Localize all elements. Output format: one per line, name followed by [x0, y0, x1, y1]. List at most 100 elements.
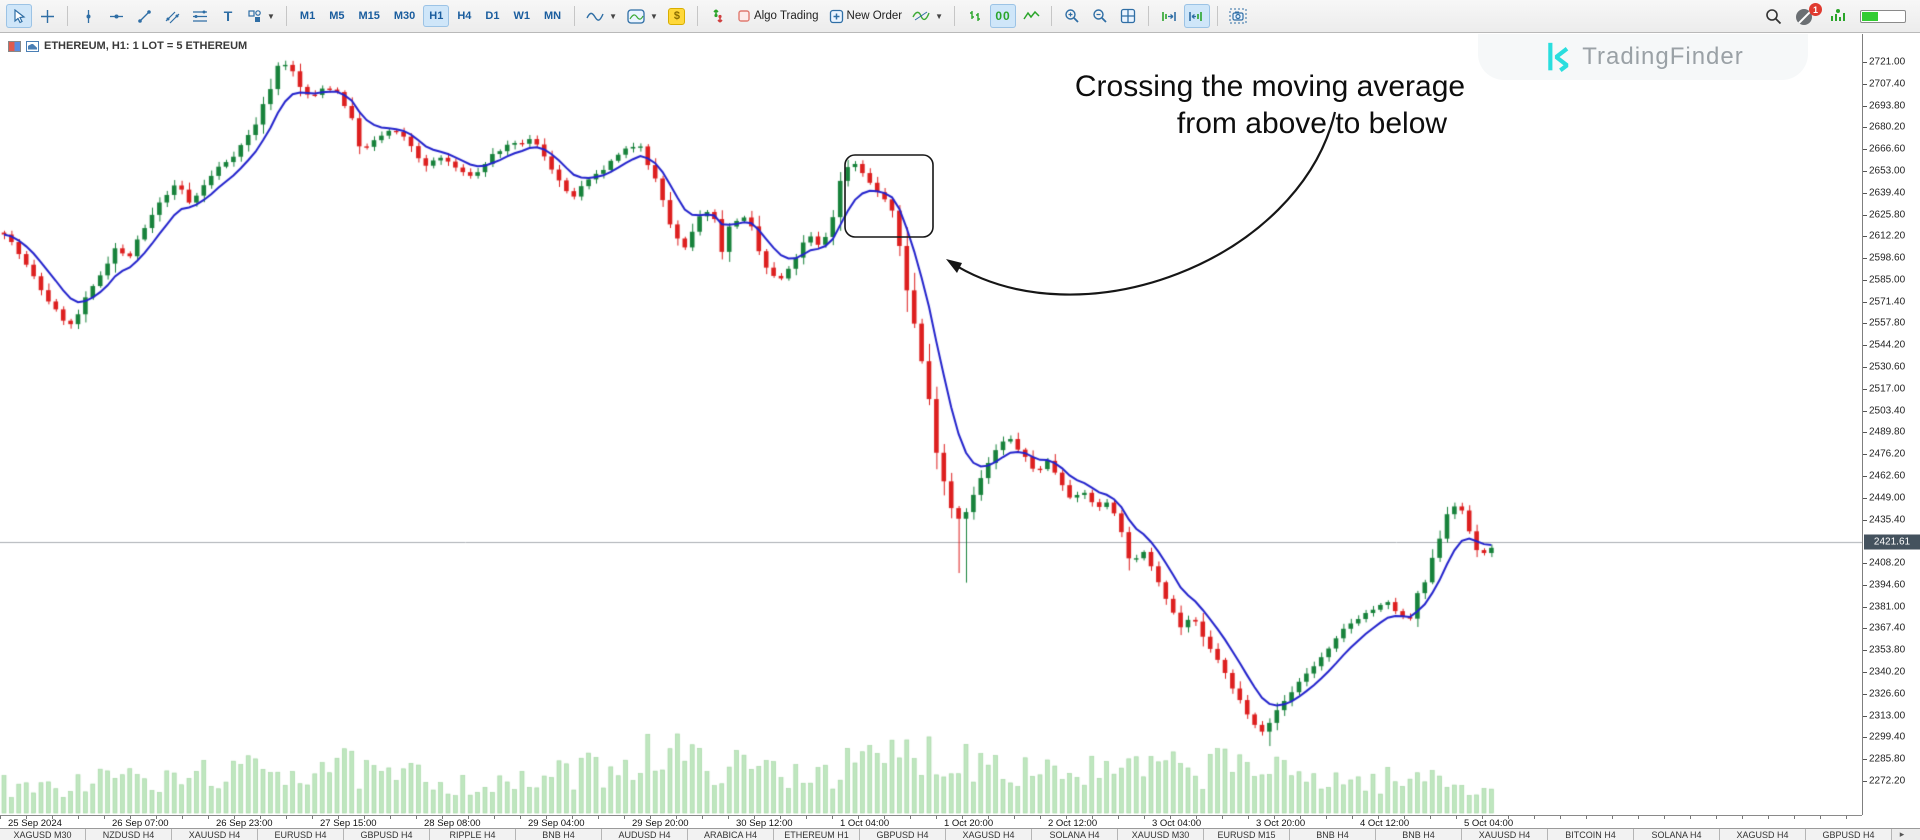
- time-axis-label: 27 Sep 15:00: [320, 818, 377, 829]
- price-axis-tick: [1863, 454, 1867, 456]
- fibonacci-tool-button[interactable]: [187, 4, 213, 28]
- symbol-tab[interactable]: SOLANA H4: [1634, 829, 1720, 840]
- price-axis-label: 2285.80: [1869, 753, 1906, 765]
- crosshair-tool-button[interactable]: [34, 4, 60, 28]
- price-axis-tick: [1863, 650, 1867, 652]
- annotation-line2: from above to below: [1176, 107, 1448, 140]
- channel-icon: [165, 11, 179, 23]
- price-axis-tick: [1863, 367, 1867, 369]
- algo-trading-icon: [738, 10, 750, 22]
- indicator-wave-button[interactable]: ▼: [908, 4, 947, 28]
- price-axis-tick: [1863, 214, 1867, 216]
- symbol-tab[interactable]: XAGUSD M30: [0, 829, 86, 840]
- wave-icon: [912, 11, 930, 21]
- time-axis[interactable]: 25 Sep 2024 26 Sep 07:00 26 Sep 23:00 27 Se…: [0, 815, 1862, 829]
- timeframe-button-m15[interactable]: M15: [358, 10, 380, 22]
- channel-tool-button[interactable]: [159, 4, 185, 28]
- zoom-out-button[interactable]: [1087, 4, 1113, 28]
- trendline-tool-button[interactable]: [131, 4, 157, 28]
- price-axis-label: 2408.20: [1869, 557, 1906, 569]
- timeframe-button-d1[interactable]: D1: [485, 10, 500, 22]
- symbol-tab[interactable]: BNB H4: [1290, 829, 1376, 840]
- line-chart-mode-button[interactable]: [1018, 4, 1044, 28]
- symbol-tab[interactable]: GBPUSD H4: [344, 829, 430, 840]
- symbol-tab[interactable]: GBPUSD H4: [1806, 829, 1892, 840]
- timeframe-button-w1[interactable]: W1: [513, 10, 530, 22]
- new-order-label: New Order: [846, 10, 903, 22]
- annotation-text: Crossing the moving average from above t…: [1040, 68, 1500, 142]
- new-order-icon: [829, 9, 843, 23]
- price-axis-tick: [1863, 475, 1867, 477]
- symbol-tab[interactable]: BITCOIN H4: [1548, 829, 1634, 840]
- shift-chart-right-button[interactable]: [1156, 4, 1182, 28]
- symbol-tab[interactable]: GBPUSD H4: [860, 829, 946, 840]
- symbol-tab[interactable]: XAGUSD H4: [946, 829, 1032, 840]
- currency-button[interactable]: $: [664, 4, 690, 28]
- symbol-tab[interactable]: EURUSD H4: [258, 829, 344, 840]
- market-status-icon[interactable]: [1830, 8, 1846, 24]
- price-axis[interactable]: 2721.00 2707.40 2693.80 2680.20 2666.60 2653.…: [1862, 34, 1920, 815]
- screenshot-button[interactable]: [1225, 4, 1251, 28]
- indicators-button[interactable]: ▼: [582, 4, 621, 28]
- symbol-tab[interactable]: NZDUSD H4: [86, 829, 172, 840]
- time-axis-label: 26 Sep 07:00: [112, 818, 169, 829]
- chart-window-button[interactable]: ▼: [623, 4, 662, 28]
- price-axis-tick: [1863, 149, 1867, 151]
- price-axis-tick: [1863, 780, 1867, 782]
- timeframe-button-m30[interactable]: M30: [393, 10, 416, 22]
- symbol-tab[interactable]: XAUUSD H4: [172, 829, 258, 840]
- algo-trading-button[interactable]: Algo Trading: [733, 4, 823, 28]
- symbol-tab[interactable]: XAUUSD M30: [1118, 829, 1204, 840]
- symbol-tab[interactable]: SOLANA H4: [1032, 829, 1118, 840]
- symbol-tab[interactable]: AUDUSD H4: [602, 829, 688, 840]
- text-tool-button[interactable]: T: [215, 4, 241, 28]
- symbol-tab[interactable]: BNB H4: [516, 829, 602, 840]
- shapes-tool-button[interactable]: ▼: [243, 4, 279, 28]
- search-icon[interactable]: [1765, 8, 1782, 25]
- price-axis-label: 2394.60: [1869, 579, 1906, 591]
- bar-chart-mode-button[interactable]: [962, 4, 988, 28]
- price-axis-tick: [1863, 693, 1867, 695]
- timeframe-button-h1[interactable]: H1: [423, 5, 450, 27]
- price-axis-tick: [1863, 83, 1867, 85]
- shift-left-icon: [1189, 11, 1202, 21]
- cursor-tool-button[interactable]: [6, 4, 32, 28]
- price-axis-tick: [1863, 170, 1867, 172]
- price-axis-label: 2585.00: [1869, 274, 1906, 286]
- depth-of-market-button[interactable]: [705, 4, 731, 28]
- toolbar-separator: [285, 6, 287, 26]
- zoom-in-button[interactable]: [1059, 4, 1085, 28]
- symbol-tab[interactable]: ARABICA H4: [688, 829, 774, 840]
- symbol-tab[interactable]: BNB H4: [1376, 829, 1462, 840]
- candlestick-mode-button[interactable]: 00: [990, 4, 1017, 28]
- chart-window-icon: [627, 8, 645, 24]
- price-axis-tick: [1863, 672, 1867, 674]
- tile-windows-button[interactable]: [1115, 4, 1141, 28]
- toolbar-separator: [696, 6, 698, 26]
- horizontal-line-tool-button[interactable]: [103, 4, 129, 28]
- vertical-line-icon: [86, 9, 90, 23]
- price-axis-label: 2653.00: [1869, 165, 1906, 177]
- dropdown-caret-icon: ▼: [267, 11, 275, 21]
- timeframe-button-mn[interactable]: MN: [543, 10, 562, 22]
- symbol-tab[interactable]: XAUUSD H4: [1462, 829, 1548, 840]
- symbol-tab[interactable]: RIPPLE H4: [430, 829, 516, 840]
- new-order-button[interactable]: New Order: [825, 4, 907, 28]
- symbol-tab[interactable]: ETHEREUM H1: [774, 829, 860, 840]
- timeframe-button-h4[interactable]: H4: [457, 10, 472, 22]
- shift-chart-left-button[interactable]: [1184, 4, 1211, 28]
- price-axis-label: 2299.40: [1869, 731, 1906, 743]
- symbol-tab[interactable]: EURUSD M15: [1204, 829, 1290, 840]
- account-button[interactable]: 1: [1796, 3, 1822, 25]
- cursor-icon: [13, 8, 26, 23]
- timeframe-button-m1[interactable]: M1: [299, 10, 316, 22]
- timeframe-button-m5[interactable]: M5: [329, 10, 345, 22]
- symbol-tab[interactable]: XAGUSD H4: [1720, 829, 1806, 840]
- price-chart-canvas[interactable]: [0, 34, 1862, 815]
- toolbar-separator: [954, 6, 956, 26]
- tabs-scroll-arrow[interactable]: ▸: [1899, 829, 1905, 839]
- brand-watermark: TradingFinder: [1478, 34, 1808, 80]
- account-icon: [1796, 9, 1812, 25]
- time-axis-label: 29 Sep 04:00: [528, 818, 585, 829]
- vertical-line-tool-button[interactable]: [75, 4, 101, 28]
